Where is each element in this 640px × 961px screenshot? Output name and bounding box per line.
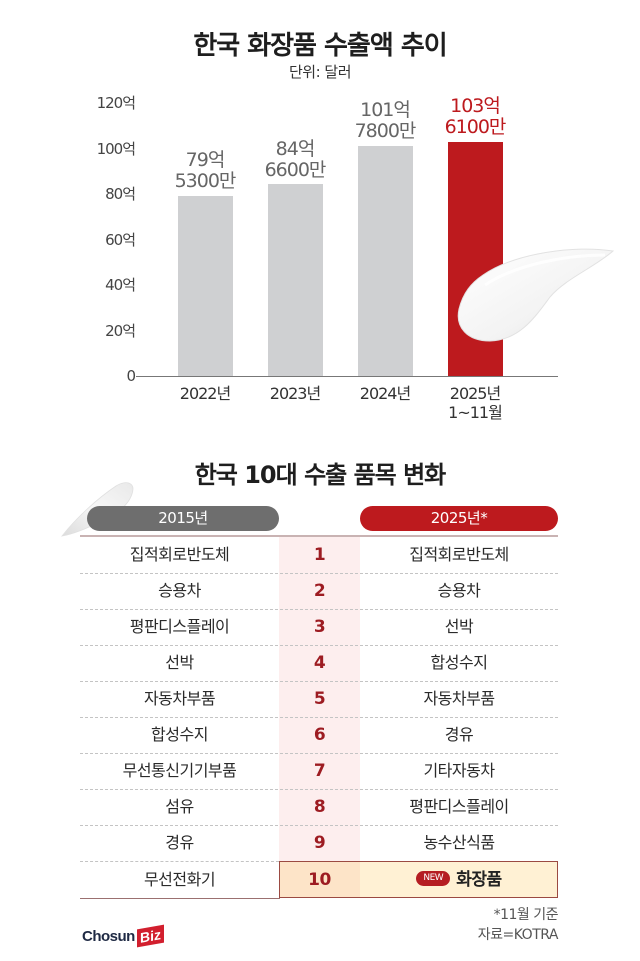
cell-rank: 9 [313, 833, 326, 853]
table-row: 자동차부품 5 자동차부품 [80, 681, 558, 717]
table-row: 합성수지 6 경유 [80, 717, 558, 753]
bar-2022 [178, 196, 233, 376]
new-badge: NEW [416, 871, 451, 886]
table-row: 섬유 8 평판디스플레이 [80, 789, 558, 825]
cell-2015: 승용차 [158, 581, 201, 600]
cell-2025: 기타자동차 [423, 761, 495, 780]
row-divider [80, 573, 558, 574]
cell-2025: 선박 [444, 617, 474, 636]
x-label-2024: 2024년 [359, 384, 411, 403]
cell-2015: 무선전화기 [143, 870, 216, 889]
y-tick-100: 100억 [96, 140, 136, 158]
cell-2025: 자동차부품 [423, 689, 495, 708]
bar-label-2023: 84억 6600만 [264, 138, 327, 181]
y-tick-60: 60억 [105, 231, 136, 249]
y-tick-0: 0 [126, 367, 136, 385]
chart-title: 한국 화장품 수출액 추이 [193, 31, 447, 61]
row-divider [80, 645, 558, 646]
table-row: 경유 9 농수산식품 [80, 825, 558, 861]
cell-2025: 농수산식품 [423, 833, 495, 852]
y-tick-120: 120억 [96, 94, 136, 112]
cell-2025: 합성수지 [430, 653, 488, 672]
table-row: 승용차 2 승용차 [80, 573, 558, 609]
row-divider [80, 861, 279, 862]
y-tick-20: 20억 [105, 322, 136, 340]
header-2015-pill: 2015년 [87, 506, 279, 531]
row-divider [80, 717, 558, 718]
cell-rank: 10 [308, 870, 331, 890]
cell-2015: 무선통신기기부품 [122, 761, 237, 780]
row-divider [80, 609, 558, 610]
table-header-line [80, 535, 558, 537]
row-divider [80, 753, 558, 754]
cell-rank: 7 [313, 761, 326, 781]
table-row: 평판디스플레이 3 선박 [80, 609, 558, 645]
cell-2015: 자동차부품 [143, 689, 216, 708]
cell-2025: 승용차 [437, 581, 481, 600]
bar-label-2022: 79억 5300만 [174, 149, 237, 192]
cell-2025: 집적회로반도체 [409, 545, 509, 564]
y-tick-80: 80억 [105, 185, 136, 203]
cell-rank: 2 [313, 581, 326, 601]
cell-2015: 평판디스플레이 [129, 617, 230, 636]
row-divider [80, 825, 558, 826]
cream-swatch-icon [457, 248, 615, 342]
y-tick-40: 40억 [105, 276, 136, 294]
row-divider [80, 681, 558, 682]
cell-rank: 8 [313, 797, 326, 817]
cell-2025: 평판디스플레이 [409, 797, 509, 816]
cell-2015: 선박 [165, 653, 194, 672]
highlight-rank-background [280, 862, 360, 897]
cell-rank: 6 [313, 725, 326, 745]
cell-2015: 합성수지 [151, 725, 208, 744]
cell-2025: 경유 [444, 725, 474, 744]
cell-rank: 5 [313, 689, 326, 709]
x-axis-line [136, 376, 558, 377]
row-divider [80, 789, 558, 790]
footnote: *11월 기준 [493, 907, 559, 923]
header-2025-pill: 2025년* [360, 506, 558, 531]
x-label-2025: 2025년 1~11월 [448, 384, 503, 422]
x-label-2023: 2023년 [269, 384, 321, 403]
cell-2015: 섬유 [165, 797, 194, 816]
cell-rank: 4 [313, 653, 326, 673]
cell-2025-highlight: NEW 화장품 [360, 862, 558, 898]
bar-2023 [268, 184, 323, 376]
bar-2024 [358, 146, 413, 376]
bar-label-2025: 103억 6100만 [444, 95, 507, 138]
chart-unit-label: 단위: 달러 [288, 63, 352, 81]
x-label-2022: 2022년 [179, 384, 231, 403]
table-row: 무선통신기기부품 7 기타자동차 [80, 753, 558, 789]
source-label: 자료=KOTRA [477, 927, 559, 943]
table-title: 한국 10대 수출 품목 변화 [194, 461, 447, 489]
cell-2015: 집적회로반도체 [129, 545, 230, 564]
table-row-highlight: 무선전화기 10 NEW 화장품 [80, 862, 558, 898]
bar-label-2024: 101억 7800만 [354, 99, 417, 142]
chosunbiz-logo: Chosun Biz [82, 924, 164, 948]
cell-rank: 1 [313, 545, 326, 565]
cell-2015: 경유 [165, 833, 194, 852]
cell-rank: 3 [313, 617, 326, 637]
table-bottom-line [80, 898, 280, 899]
table-row: 선박 4 합성수지 [80, 645, 558, 681]
table-row: 집적회로반도체 1 집적회로반도체 [80, 537, 558, 573]
